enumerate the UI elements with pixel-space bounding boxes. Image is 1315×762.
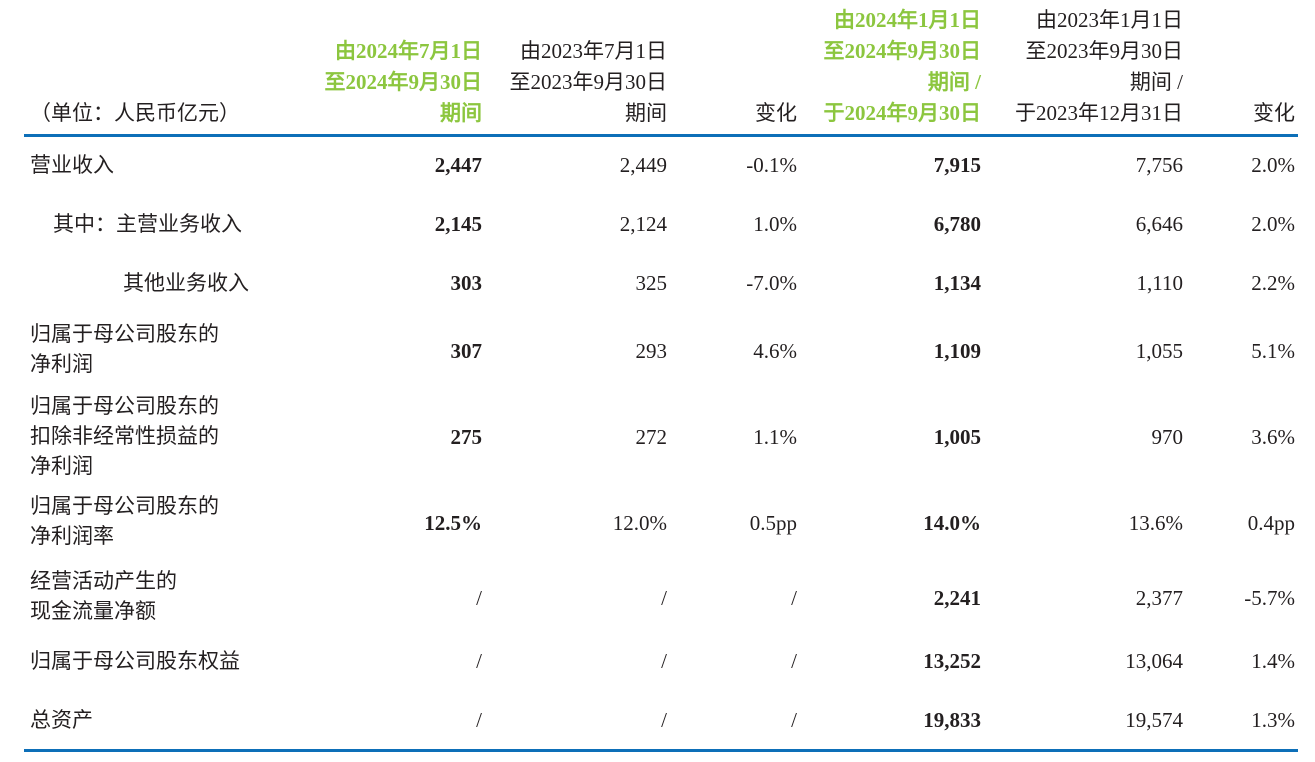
header-line: 至2024年9月30日 xyxy=(324,70,483,94)
table-row-net-profit: 归属于母公司股东的 净利润 307 293 4.6% 1,109 1,055 5… xyxy=(0,319,1315,381)
cell-value: 2,449 xyxy=(619,153,667,177)
header-line: 由2024年1月1日 xyxy=(834,8,981,32)
cell-value: 6,646 xyxy=(1135,212,1183,236)
row-label: 总资产 xyxy=(30,708,93,732)
cell-value: 0.5pp xyxy=(749,511,797,535)
cell-value: 2,377 xyxy=(1135,586,1183,610)
cell-value: 1,110 xyxy=(1136,271,1183,295)
row-label: 其中：主营业务收入 xyxy=(53,212,242,236)
cell-value: 19,574 xyxy=(1125,708,1183,732)
header-line: 由2024年7月1日 xyxy=(335,39,482,63)
cell-value: / xyxy=(476,586,482,610)
cell-value: 6,780 xyxy=(933,212,981,236)
cell-value: 19,833 xyxy=(923,708,981,732)
cell-value: 307 xyxy=(450,339,483,363)
cell-value: 970 xyxy=(1151,425,1184,449)
cell-value: 2,145 xyxy=(434,212,482,236)
cell-value: 12.0% xyxy=(612,511,667,535)
header-q3-change: 变化 xyxy=(755,98,797,129)
header-line: 由2023年7月1日 xyxy=(520,39,667,63)
cell-value: 1,005 xyxy=(933,425,981,449)
header-line: 期间 xyxy=(440,101,482,125)
cell-value: / xyxy=(791,649,797,673)
table-row-other-business-revenue: 其他业务收入 303 325 -7.0% 1,134 1,110 2.2% xyxy=(0,268,1315,304)
header-line: 至2024年9月30日 xyxy=(823,39,982,63)
cell-value: 1.3% xyxy=(1251,708,1295,732)
cell-value: 1,109 xyxy=(933,339,981,363)
header-q3-2024: 由2024年7月1日 至2024年9月30日 期间 xyxy=(325,36,483,129)
header-ytd-change: 变化 xyxy=(1253,98,1295,129)
row-label: 归属于母公司股东的 净利润 xyxy=(30,322,219,376)
header-line: 于2024年9月30日 xyxy=(823,101,982,125)
table-row-total-assets: 总资产 / / / 19,833 19,574 1.3% xyxy=(0,705,1315,741)
cell-value: / xyxy=(661,586,667,610)
cell-value: / xyxy=(476,649,482,673)
cell-value: 2,241 xyxy=(933,586,981,610)
header-ytd-2024: 由2024年1月1日 至2024年9月30日 期间 / 于2024年9月30日 xyxy=(824,5,982,129)
cell-value: 325 xyxy=(635,271,668,295)
cell-value: 2.0% xyxy=(1251,212,1295,236)
cell-value: 13,252 xyxy=(923,649,981,673)
cell-value: 2,447 xyxy=(434,153,482,177)
cell-value: 12.5% xyxy=(424,511,482,535)
table-row-main-business-revenue: 其中：主营业务收入 2,145 2,124 1.0% 6,780 6,646 2… xyxy=(0,209,1315,245)
cell-value: 4.6% xyxy=(753,339,797,363)
cell-value: 1.0% xyxy=(753,212,797,236)
cell-value: 13.6% xyxy=(1128,511,1183,535)
cell-value: 303 xyxy=(450,271,483,295)
cell-value: 14.0% xyxy=(923,511,981,535)
cell-value: 3.6% xyxy=(1251,425,1295,449)
cell-value: 13,064 xyxy=(1125,649,1183,673)
cell-value: 275 xyxy=(450,425,483,449)
row-label: 经营活动产生的 现金流量净额 xyxy=(30,569,177,623)
header-line: 至2023年9月30日 xyxy=(1025,39,1184,63)
table-row-operating-revenue: 营业收入 2,447 2,449 -0.1% 7,915 7,756 2.0% xyxy=(0,150,1315,186)
cell-value: 293 xyxy=(635,339,668,363)
row-label: 归属于母公司股东的 扣除非经常性损益的 净利润 xyxy=(30,394,219,478)
cell-value: 0.4pp xyxy=(1247,511,1295,535)
cell-value: / xyxy=(661,708,667,732)
table-header: （单位：人民币亿元） 由2024年7月1日 至2024年9月30日 期间 由20… xyxy=(0,0,1315,136)
table-bottom-divider xyxy=(24,749,1298,752)
cell-value: 1.4% xyxy=(1251,649,1295,673)
table-row-operating-cash-flow: 经营活动产生的 现金流量净额 / / / 2,241 2,377 -5.7% xyxy=(0,566,1315,628)
cell-value: 2.2% xyxy=(1251,271,1295,295)
cell-value: 5.1% xyxy=(1251,339,1295,363)
row-label: 其他业务收入 xyxy=(123,271,249,295)
unit-label: （单位：人民币亿元） xyxy=(30,101,240,125)
header-ytd-2023: 由2023年1月1日 至2023年9月30日 期间 / 于2023年12月31日 xyxy=(1015,5,1183,129)
row-label: 归属于母公司股东权益 xyxy=(30,649,240,673)
header-line: 变化 xyxy=(755,101,797,125)
table-row-net-profit-excl-nonrecurring: 归属于母公司股东的 扣除非经常性损益的 净利润 275 272 1.1% 1,0… xyxy=(0,391,1315,483)
cell-value: 1,134 xyxy=(933,271,981,295)
table-row-net-profit-margin: 归属于母公司股东的 净利润率 12.5% 12.0% 0.5pp 14.0% 1… xyxy=(0,491,1315,553)
cell-value: 7,915 xyxy=(933,153,981,177)
header-divider xyxy=(24,134,1298,137)
row-label: 营业收入 xyxy=(30,153,114,177)
header-line: 至2023年9月30日 xyxy=(509,70,668,94)
cell-value: -5.7% xyxy=(1244,586,1295,610)
cell-value: / xyxy=(661,649,667,673)
row-label: 归属于母公司股东的 净利润率 xyxy=(30,494,219,548)
cell-value: -7.0% xyxy=(746,271,797,295)
cell-value: / xyxy=(791,708,797,732)
table-row-shareholders-equity: 归属于母公司股东权益 / / / 13,252 13,064 1.4% xyxy=(0,646,1315,682)
cell-value: / xyxy=(791,586,797,610)
cell-value: 1,055 xyxy=(1135,339,1183,363)
cell-value: / xyxy=(476,708,482,732)
cell-value: 2.0% xyxy=(1251,153,1295,177)
header-line: 期间 / xyxy=(927,70,981,94)
header-q3-2023: 由2023年7月1日 至2023年9月30日 期间 xyxy=(510,36,668,129)
header-line: 变化 xyxy=(1253,101,1295,125)
header-line: 期间 xyxy=(625,101,667,125)
header-line: 于2023年12月31日 xyxy=(1015,101,1183,125)
header-line: 由2023年1月1日 xyxy=(1036,8,1183,32)
cell-value: 2,124 xyxy=(619,212,667,236)
cell-value: 272 xyxy=(635,425,668,449)
cell-value: -0.1% xyxy=(746,153,797,177)
header-line: 期间 / xyxy=(1129,70,1183,94)
cell-value: 1.1% xyxy=(753,425,797,449)
cell-value: 7,756 xyxy=(1135,153,1183,177)
